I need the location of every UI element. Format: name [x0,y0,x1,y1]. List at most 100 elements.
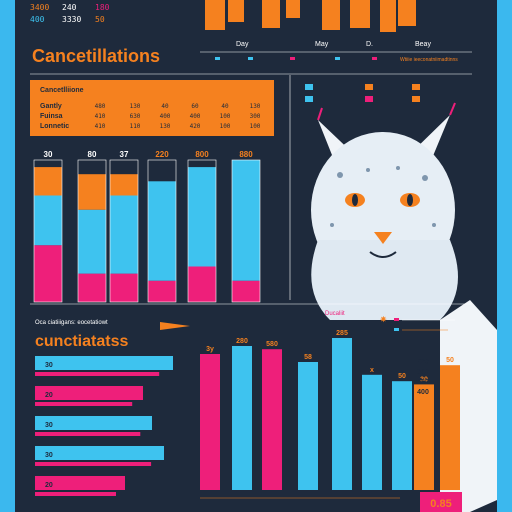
lynx-spot [330,223,334,227]
legend-swatch [412,96,420,102]
header-number: 240 [62,3,77,12]
lynx-ear-tuft [449,102,456,116]
lynx-right-pupil [407,194,413,206]
bar [440,365,460,490]
bar [392,381,412,490]
hbar-accent [35,462,152,466]
bar-segment [188,266,216,302]
table-cell: 40 [221,103,229,110]
bar-outline [109,159,139,303]
bar-outline [147,159,177,303]
footer-badge-value: 0.85 [430,498,451,510]
legend-swatch [372,57,377,60]
hbar-label: 20 [45,482,53,489]
bar-segment [110,174,138,196]
table-cell: 40 [161,103,169,110]
mini-bar [398,0,416,26]
bar-label: 50 [446,357,454,364]
lynx-nose [374,232,392,244]
bar-outline [231,159,261,303]
bar-segment [148,280,176,302]
bar-label: x [370,367,374,374]
header-number: 180 [95,3,110,12]
bar-label: 3y [206,346,214,353]
bar-label: 800 [195,150,209,159]
table-cell: 410 [95,113,106,120]
hbar-label: 20 [45,392,53,399]
table-cell: 300 [250,113,261,120]
hbar [35,416,152,430]
bar-segment [232,160,260,281]
legend-swatch [290,57,295,60]
lynx-ruff [311,240,458,320]
stat-note: Ducaliit [325,311,345,317]
bar-label: 280 [236,338,248,345]
table-cell: 130 [160,123,171,130]
sun-icon: ✷ [380,315,387,324]
lynx-spot [396,166,400,170]
bar [362,374,382,490]
lynx-spot [422,175,428,181]
bar-segment [78,209,106,274]
top-legend: Wtiiie ieeconatniimadtinns [215,57,458,63]
plane-icon [160,322,190,330]
top-heading: Cancetillations [32,46,160,66]
legend-swatch [412,84,420,90]
header-number: 50 [95,15,105,24]
table-row-label: Cancetlliione [40,87,84,94]
bar-label: 30 [420,376,428,383]
bottom-heading: cunctiatatss [35,333,128,350]
bottom-kicker: Oca ciatiiigans: eocetatiowt [35,320,108,326]
bar-segment [148,181,176,281]
bar-segment [232,280,260,302]
lynx-illustration [300,102,497,512]
bar [262,349,282,490]
bar-segment [34,195,62,246]
bar-segment [34,245,62,302]
side-stat: 250 [417,379,429,386]
mini-bar [350,0,370,28]
lynx-mouth [369,251,397,258]
legend-swatch [365,84,373,90]
bar-label: 30 [44,150,53,159]
hbar [35,386,143,400]
bar-segment [78,273,106,302]
mini-bar [228,0,244,22]
bottom-bar-chart: 3y 280 580 58 285 x 50 30 50 220 360 250 400 [200,330,460,490]
legend-swatch [365,96,373,102]
table-cell: 130 [250,103,261,110]
table-cell: 400 [160,113,171,120]
bar [232,346,252,490]
mini-bar [322,0,340,30]
orange-table [30,80,274,136]
hbar-label: 30 [45,422,53,429]
mini-bar [286,0,300,18]
legend-swatch [215,57,220,60]
col-label: Day [236,41,249,48]
bar-label: 37 [120,150,129,159]
bar-label: 220 [155,150,169,159]
table-cell: 400 [190,113,201,120]
hbar [35,446,164,460]
hbar-accent [35,492,116,496]
table-cell: 100 [250,123,261,130]
bar-label: 58 [304,354,312,361]
table-row-label: Gantly [40,103,62,110]
side-stats: ✷ Ducaliit [325,311,455,331]
legend-swatch [248,57,253,60]
bar-label: 50 [398,373,406,380]
table-cell: 480 [95,103,106,110]
bar-outline [77,159,107,303]
bar [414,384,434,490]
side-stat: 360 [417,369,429,376]
bar-segment [78,174,106,210]
stat-swatch [394,318,399,321]
top-mini-bars [205,0,416,32]
top-left-numbers: 3400 240 180 400 3330 50 [30,3,110,24]
table-cell: 110 [130,123,141,130]
hbar [35,476,125,490]
hbar-accent [35,402,133,406]
orange-table-labels: Cancetlliione Gantly Fuinsa Lonnetic [40,87,84,130]
footer-badge [420,492,462,512]
table-row-label: Fuinsa [40,113,63,120]
